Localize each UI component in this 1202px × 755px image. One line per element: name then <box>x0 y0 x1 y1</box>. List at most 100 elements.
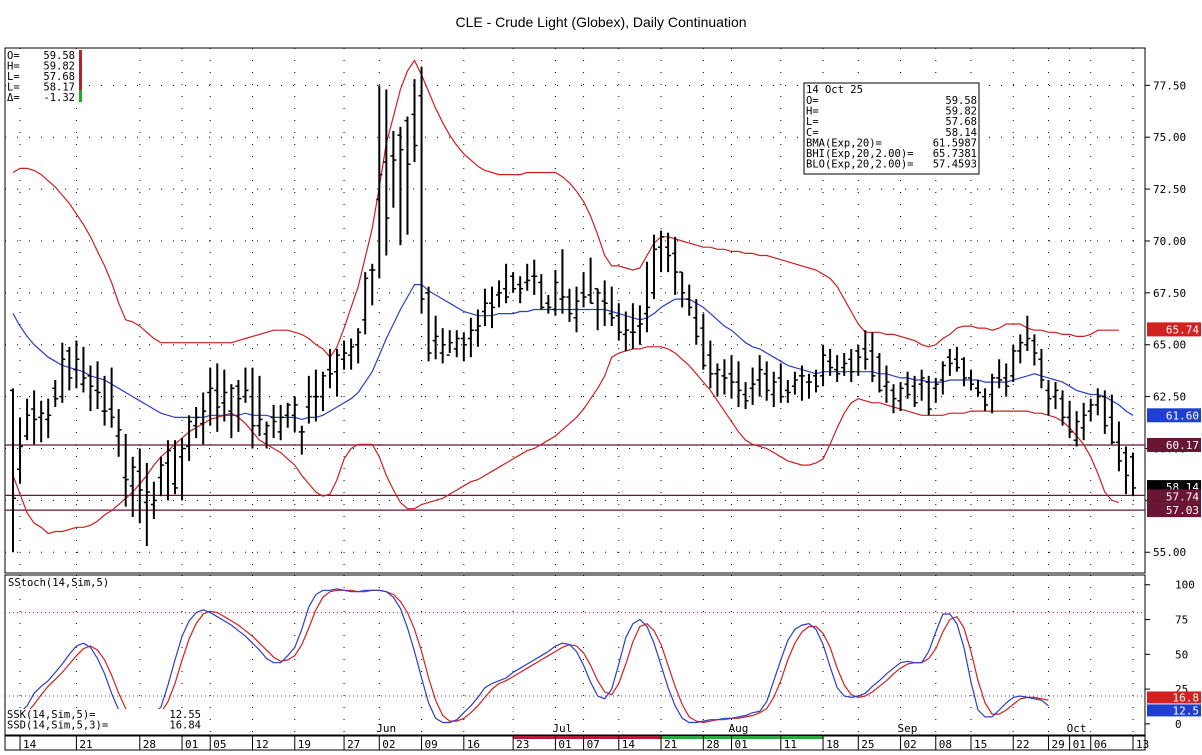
date-axis-label: 19 <box>298 738 311 751</box>
ohlc-bar <box>869 332 876 383</box>
ohlc-bar <box>418 66 425 314</box>
ohlc-bar <box>1130 452 1136 497</box>
ohlc-readout-value: 59.82 <box>43 61 75 73</box>
ohlc-bar <box>735 361 742 407</box>
stochastic-pane <box>4 574 1146 736</box>
ohlc-bar <box>728 355 735 399</box>
date-axis-label: 05 <box>213 738 226 751</box>
ohlc-bar <box>848 348 855 383</box>
ohlc-bar <box>503 263 510 304</box>
ohlc-bar <box>636 305 643 345</box>
stochastic-readout: SSK(14,Sim,5)= 12.55 SSD(14,Sim,5,3)= 16.84 <box>6 709 204 733</box>
stochastic-axis-label: 50 <box>1175 648 1188 661</box>
price-tag-label: 57.74 <box>1166 490 1199 503</box>
date-axis-label: 21 <box>79 738 92 751</box>
info-box-label: L= <box>806 116 819 128</box>
date-axis-label: 01 <box>1073 738 1086 751</box>
ohlc-bar <box>164 440 171 501</box>
ohlc-bar <box>214 363 221 432</box>
date-axis-label: 22 <box>1016 738 1029 751</box>
ohlc-bar <box>172 440 179 495</box>
price-tag-label: 61.60 <box>1166 409 1199 422</box>
price-axis-label: 72.50 <box>1153 183 1186 196</box>
ohlc-bar <box>834 355 841 383</box>
ohlc-bar <box>925 375 932 416</box>
price-tag: 65.74 <box>1147 322 1201 337</box>
stochastic-axis-label: 0 <box>1175 718 1182 731</box>
ohlc-bar <box>545 294 552 314</box>
stochastic-tag-bg <box>1147 691 1201 704</box>
ohlc-bar <box>277 404 284 441</box>
info-box-value: 59.82 <box>945 106 977 118</box>
lower-bollinger-band <box>12 346 1120 535</box>
ohlc-bar <box>45 398 52 439</box>
ohlc-bar <box>714 363 721 397</box>
ohlc-bar <box>369 263 376 306</box>
ohlc-bar <box>312 369 319 422</box>
price-tag: 60.17 <box>1147 437 1201 452</box>
price-axis-label: 65.00 <box>1153 339 1186 352</box>
ohlc-bar <box>1066 400 1073 439</box>
date-axis-label: 01 <box>558 738 571 751</box>
ohlc-bar <box>777 363 784 403</box>
info-box-label: BHI(Exp,20,2.00)= <box>806 148 913 160</box>
ohlc-bar <box>467 317 474 358</box>
ohlc-bar <box>87 365 94 412</box>
price-tag-label: 57.03 <box>1166 504 1199 517</box>
date-axis-label: 06 <box>1094 738 1107 751</box>
ohlc-bar <box>1087 398 1094 422</box>
ohlc-bar <box>996 359 1003 389</box>
month-label: Jun <box>376 722 396 735</box>
ohlc-bar <box>693 299 700 345</box>
ohlc-bar <box>911 375 918 407</box>
info-box-frame <box>803 82 980 175</box>
ohlc-readout-label: Δ= <box>7 92 20 104</box>
info-box-label: BLO(Exp,20,2.00)= <box>806 159 913 171</box>
ohlc-bar <box>228 384 235 439</box>
ohlc-readout: O= 59.58 H= 59.82 L= 57.68 L= 58.17 Δ= -1.32 <box>6 49 82 105</box>
date-axis-label: 21 <box>664 738 677 751</box>
price-axis-label: 67.50 <box>1153 287 1186 300</box>
ohlc-bar <box>918 369 925 401</box>
ohlc-bar <box>1101 390 1108 434</box>
price-pane <box>4 47 1146 574</box>
date-axis-label: 18 <box>826 738 839 751</box>
ohlc-bar <box>721 359 728 395</box>
stochastic-readout-bg <box>6 709 204 733</box>
ohlc-bar <box>221 369 228 422</box>
ohlc-readout-value: 59.58 <box>43 50 75 62</box>
ohlc-bar <box>953 346 960 372</box>
ohlc-bar <box>1108 394 1115 445</box>
month-label: Aug <box>728 722 748 735</box>
ohlc-bar <box>1122 446 1129 495</box>
ohlc-readout-label: H= <box>7 61 20 73</box>
price-axis-label: 55.00 <box>1153 546 1186 559</box>
ohlc-bar <box>813 369 820 393</box>
ohlc-bar <box>897 382 904 412</box>
price-tag-bg <box>1147 437 1201 452</box>
ohlc-bar <box>552 270 559 316</box>
ohlc-bar <box>284 402 291 428</box>
upper-bollinger-band <box>12 59 1119 359</box>
info-box-value: 57.68 <box>945 116 977 128</box>
ohlc-bar <box>488 286 495 329</box>
session-strip <box>513 736 662 739</box>
ohlc-readout-label: O= <box>7 50 20 62</box>
ssk-line <box>12 588 1049 724</box>
price-tag-bg <box>1147 503 1201 518</box>
stochastic-tag: 16.8 <box>1147 691 1201 704</box>
date-axis-label: 11 <box>784 738 797 751</box>
ohlc-bar <box>404 116 411 235</box>
price-tag-bg <box>1147 322 1201 337</box>
ohlc-bar <box>855 344 862 376</box>
stochastic-readout-value: 16.84 <box>169 720 201 732</box>
ohlc-bar <box>784 380 791 403</box>
ohlc-bar <box>756 355 763 397</box>
ohlc-bar <box>235 380 242 432</box>
date-axis-label: 09 <box>425 738 438 751</box>
info-box-value: 65.7381 <box>933 148 977 160</box>
stochastic-title: SStoch(14,Sim,5) <box>8 577 109 589</box>
ohlc-bar <box>1094 388 1101 416</box>
ohlc-bar <box>615 303 622 341</box>
